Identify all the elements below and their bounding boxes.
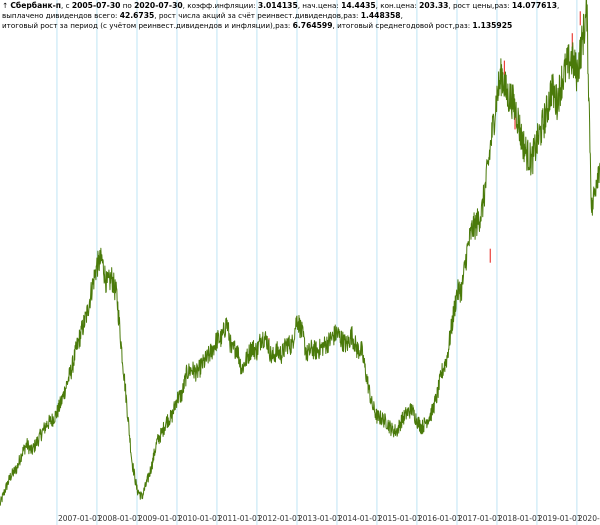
x-tick-label: 2020-01-01 (578, 514, 600, 523)
x-tick-label: 2016-01-01 (418, 514, 462, 523)
header-line-1: ↑ Сбербанк-п, с 2005-07-30 по 2020-07-30… (2, 1, 598, 11)
date-to: 2020-07-30 (134, 1, 183, 10)
header-line-2: выплачено дивидендов всего: 42.6735, рос… (2, 11, 598, 21)
shares-growth: 1.448358 (360, 11, 401, 20)
header-line-3: итоговый рост за период (с учётом реинве… (2, 21, 598, 31)
header-text: , рост числа акций за счёт реинвест.диви… (154, 11, 361, 20)
header-text: , итоговый среднегодовой рост,раз: (332, 21, 473, 30)
annual-growth: 1.135925 (472, 21, 513, 30)
inflation-coef: 3.014135 (257, 1, 298, 10)
price-series (0, 0, 600, 506)
price-line (0, 0, 600, 506)
total-growth: 6.764599 (292, 21, 333, 30)
date-from: 2005-07-30 (71, 1, 121, 10)
header-text: , рост цены,раз: (448, 1, 512, 10)
header-text: , (556, 1, 560, 10)
x-tick-label: 2018-01-01 (498, 514, 542, 523)
header-text: по (120, 1, 135, 10)
start-price: 14.4435 (341, 1, 376, 10)
dividend-spikes (268, 11, 581, 353)
x-tick-label: 2012-01-01 (258, 514, 302, 523)
header-text: , нач.цена: (297, 1, 342, 10)
price-growth: 14.077613 (511, 1, 557, 10)
x-tick-label: 2008-01-01 (98, 514, 142, 523)
chart-header: ↑ Сбербанк-п, с 2005-07-30 по 2020-07-30… (2, 1, 598, 31)
arrow-icon: ↑ (2, 1, 9, 10)
x-tick-label: 2019-01-01 (538, 514, 582, 523)
dividends-total: 42.6735 (119, 11, 155, 20)
x-axis-ticks: 2007-01-012008-01-012009-01-012010-01-01… (58, 514, 600, 523)
x-tick-label: 2014-01-01 (338, 514, 382, 523)
x-tick-label: 2007-01-01 (58, 514, 102, 523)
header-text: , коэфф.инфляции: (182, 1, 258, 10)
x-tick-label: 2015-01-01 (378, 514, 422, 523)
x-tick-label: 2013-01-01 (298, 514, 342, 523)
end-price: 203.33 (419, 1, 449, 10)
header-text: , с (61, 1, 72, 10)
x-tick-label: 2010-01-01 (178, 514, 222, 523)
ticker-name: Сбербанк-п (10, 1, 62, 10)
header-text: , (400, 11, 403, 20)
header-text: итоговый рост за период (с учётом реинве… (2, 21, 293, 30)
x-tick-label: 2017-01-01 (458, 514, 502, 523)
header-text: , кон.цена: (375, 1, 420, 10)
x-tick-label: 2009-01-01 (138, 514, 182, 523)
x-tick-label: 2011-01-01 (218, 514, 262, 523)
header-text: выплачено дивидендов всего: (2, 11, 120, 20)
